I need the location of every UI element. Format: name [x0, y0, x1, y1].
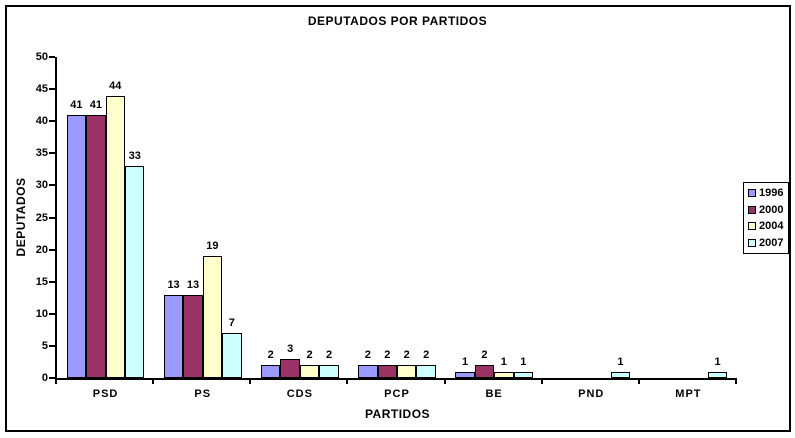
legend-item-label: 1996	[759, 187, 784, 200]
category-label: PSD	[92, 388, 119, 400]
y-tick-mark	[49, 120, 55, 123]
bar-value-label: 3	[287, 342, 294, 355]
plot-area	[55, 57, 737, 380]
bar-value-label: 2	[403, 349, 410, 362]
category-label: PCP	[384, 388, 410, 400]
legend-item-label: 2007	[759, 236, 784, 249]
legend-swatch-2000	[748, 205, 756, 214]
bar-psd-2000	[86, 114, 106, 378]
bar-ps-2004	[202, 256, 223, 378]
bar-cds-1996	[261, 365, 281, 378]
x-tick-mark	[735, 378, 737, 384]
bar-value-label: 13	[186, 278, 200, 291]
y-tick-mark	[49, 344, 55, 347]
y-tick-label: 30	[35, 179, 48, 192]
bar-value-label: 41	[89, 98, 102, 111]
chart-title: DEPUTADOS POR PARTIDOS	[307, 14, 488, 28]
y-tick-mark	[49, 216, 55, 219]
y-tick-label: 45	[35, 83, 48, 96]
bar-psd-1996	[66, 114, 87, 378]
bar-psd-2007	[125, 166, 145, 378]
bar-psd-2004	[105, 95, 125, 378]
y-tick-mark	[49, 248, 55, 251]
legend-swatch-2007	[748, 238, 756, 247]
bar-cds-2007	[319, 365, 339, 378]
x-tick-mark	[443, 378, 446, 384]
legend-item-2007: 2007	[748, 236, 788, 250]
y-tick-mark	[49, 377, 55, 379]
y-tick-label: 25	[35, 211, 48, 224]
y-tick-mark	[49, 152, 55, 155]
bar-value-label: 1	[617, 355, 624, 368]
bar-value-label: 1	[520, 355, 527, 368]
category-label: PND	[578, 388, 605, 400]
legend-item-label: 2004	[759, 220, 784, 233]
legend-item-1996: 1996	[748, 186, 788, 200]
y-tick-label: 20	[35, 243, 48, 256]
bar-value-label: 1	[714, 355, 721, 368]
bar-value-label: 41	[70, 98, 83, 111]
x-tick-mark	[540, 378, 543, 384]
bar-value-label: 1	[500, 355, 507, 368]
x-tick-mark	[637, 378, 640, 384]
y-tick-label: 0	[41, 372, 48, 384]
bar-value-label: 13	[167, 278, 180, 291]
legend-swatch-1996	[748, 189, 756, 198]
bar-value-label: 2	[481, 349, 488, 362]
bar-mpt-2007	[707, 371, 728, 378]
y-tick-label: 50	[35, 51, 48, 63]
bar-be-2000	[474, 365, 495, 378]
bar-pcp-2007	[416, 365, 436, 378]
bar-pnd-2007	[610, 371, 631, 378]
bar-ps-2007	[222, 333, 242, 378]
bar-value-label: 2	[267, 349, 274, 362]
y-tick-mark	[49, 56, 55, 58]
bar-be-2004	[494, 371, 514, 378]
bar-value-label: 33	[128, 150, 141, 163]
y-tick-label: 40	[35, 115, 48, 128]
bar-value-label: 2	[306, 349, 313, 362]
bar-be-1996	[455, 371, 475, 378]
y-tick-mark	[49, 88, 55, 91]
y-tick-mark	[49, 184, 55, 187]
bar-value-label: 2	[423, 349, 430, 362]
bar-value-label: 44	[109, 79, 122, 92]
y-tick-label: 10	[35, 307, 48, 320]
bar-value-label: 19	[206, 240, 219, 253]
y-tick-label: 15	[35, 275, 48, 288]
bar-cds-2004	[299, 365, 320, 378]
y-tick-label: 35	[35, 147, 48, 160]
y-tick-label: 5	[41, 339, 48, 352]
category-label: PS	[194, 388, 212, 400]
bar-cds-2000	[280, 358, 300, 378]
category-label: MPT	[675, 388, 702, 400]
bar-value-label: 2	[364, 349, 371, 362]
y-tick-mark	[49, 312, 55, 315]
category-label: BE	[485, 388, 503, 400]
x-tick-mark	[152, 378, 155, 384]
legend-swatch-2004	[748, 222, 756, 231]
bar-value-label: 1	[461, 355, 469, 368]
bar-value-label: 2	[384, 349, 391, 362]
bar-pcp-2004	[397, 365, 417, 378]
y-tick-mark	[49, 280, 55, 283]
bar-value-label: 7	[228, 317, 235, 330]
bar-pcp-1996	[358, 365, 378, 378]
x-tick-mark	[346, 378, 349, 384]
legend: 1996 2000 2004 2007	[743, 182, 789, 254]
x-tick-mark	[249, 378, 252, 384]
bar-ps-1996	[163, 294, 184, 378]
bar-value-label: 2	[325, 349, 333, 362]
legend-item-2000: 2000	[748, 203, 788, 217]
bar-pcp-2000	[377, 365, 397, 378]
x-tick-mark	[55, 378, 57, 384]
legend-item-2004: 2004	[748, 219, 788, 233]
x-axis-label: PARTIDOS	[364, 407, 431, 421]
bar-be-2007	[513, 371, 533, 378]
legend-item-label: 2000	[759, 203, 784, 216]
bar-ps-2000	[183, 294, 203, 378]
category-label: CDS	[286, 388, 313, 400]
